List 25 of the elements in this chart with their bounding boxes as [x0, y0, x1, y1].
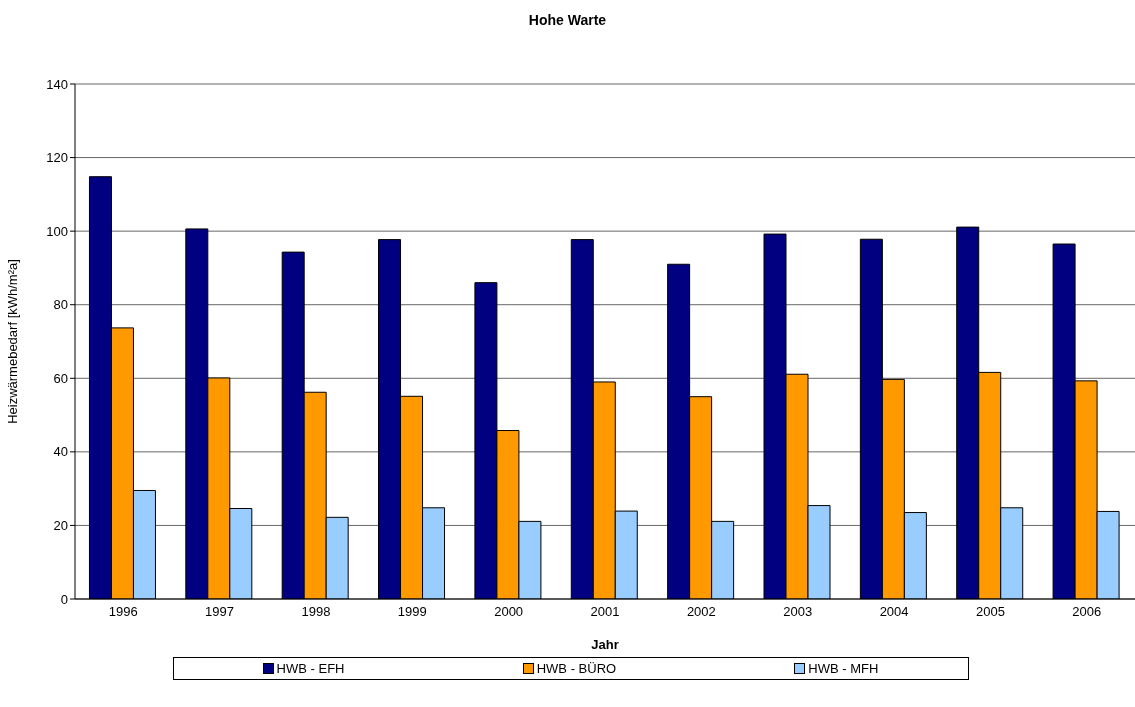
x-tick-label: 2006: [1072, 604, 1102, 620]
y-tick-label: 20: [53, 518, 68, 534]
x-tick-label: 2003: [783, 604, 813, 620]
x-tick-label: 2004: [879, 604, 909, 620]
x-tick-label: 1996: [108, 604, 138, 620]
legend-label: HWB - BÜRO: [535, 661, 617, 676]
x-axis-title: Jahr: [591, 637, 619, 652]
y-tick-label: 80: [53, 297, 68, 313]
x-tick-label: 2005: [975, 604, 1005, 620]
x-tick-label: 2001: [590, 604, 620, 620]
x-tick-label: 2000: [494, 604, 524, 620]
y-tick-label: 60: [53, 370, 68, 386]
legend-label: HWB - MFH: [807, 661, 879, 676]
x-tick-label: 1997: [205, 604, 235, 620]
y-tick-label: 40: [53, 444, 68, 460]
legend-label: HWB - EFH: [275, 661, 345, 676]
y-tick-label: 0: [60, 591, 68, 607]
y-tick-label: 140: [46, 76, 68, 92]
x-tick-label: 1998: [301, 604, 331, 620]
x-tick-label: 1999: [397, 604, 427, 620]
y-tick-label: 120: [46, 150, 68, 166]
x-tick-label: 2002: [686, 604, 716, 620]
y-tick-label: 100: [46, 223, 68, 239]
y-axis-title: Heizwärmebedarf [kWh/m²a]: [4, 259, 20, 424]
chart-title: Hohe Warte: [527, 12, 608, 28]
